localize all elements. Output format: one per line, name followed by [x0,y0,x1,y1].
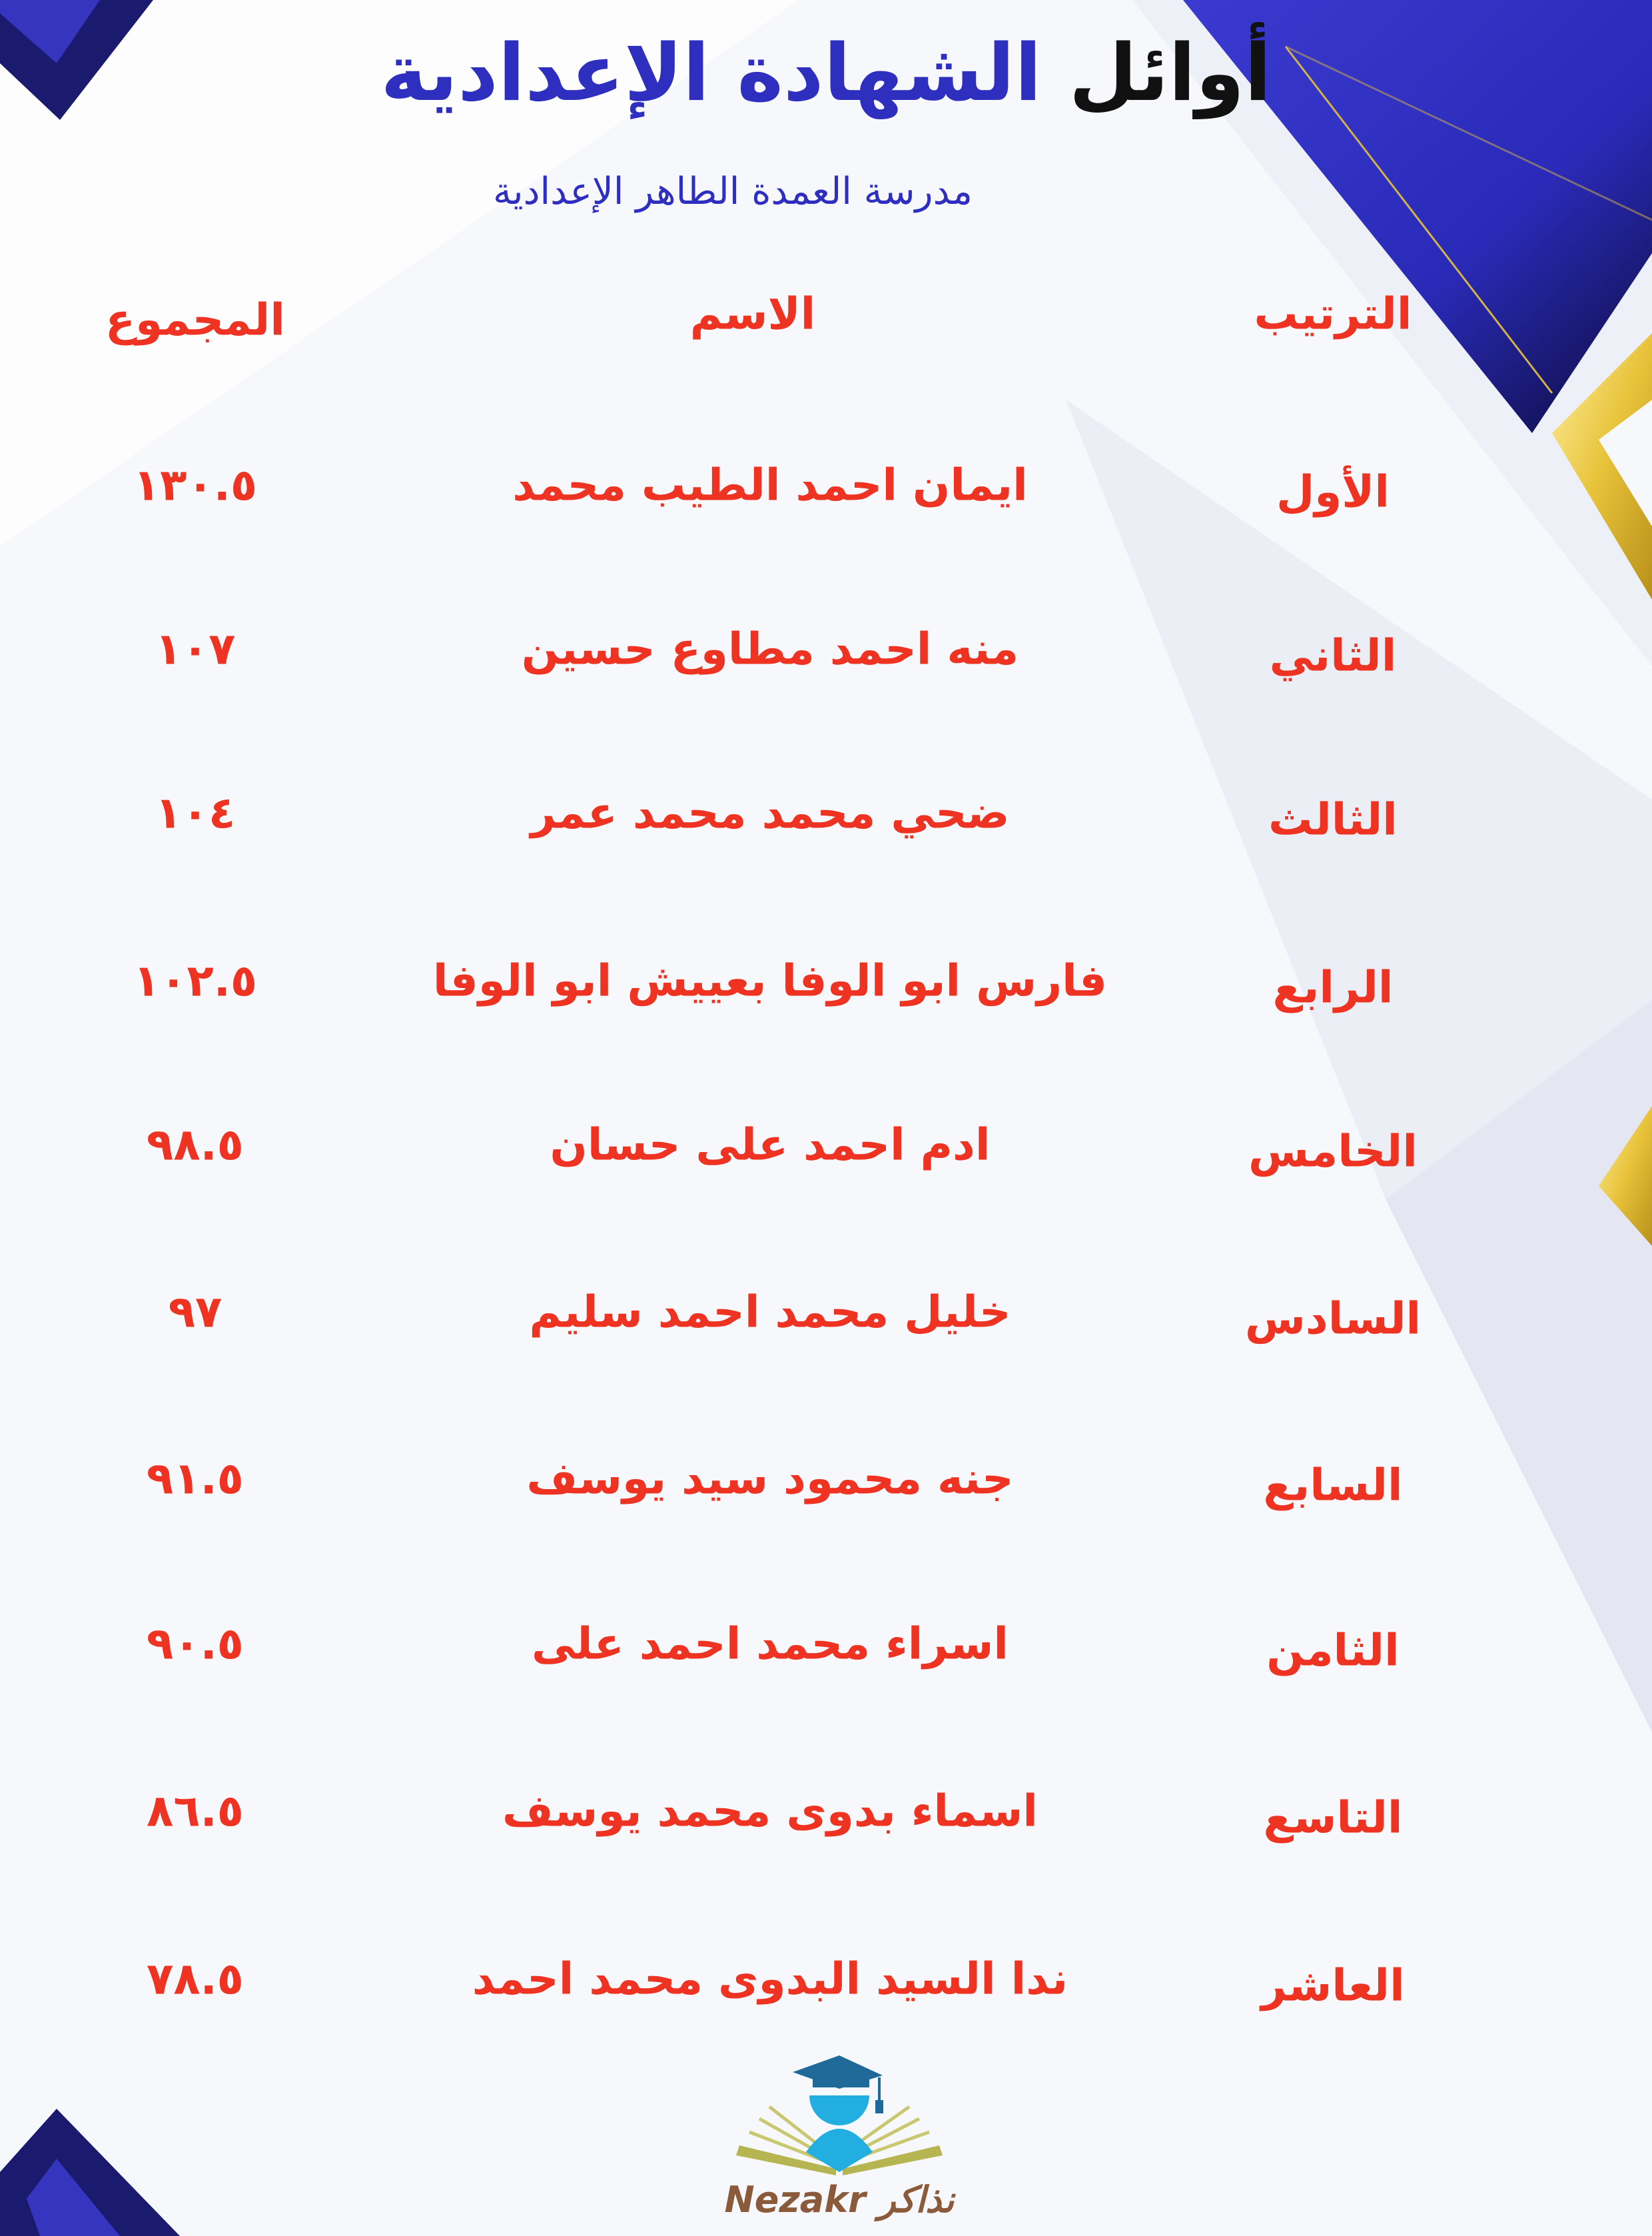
rank-cell: الرابع [1272,961,1394,1013]
total-cell: ١٠٢.٥ [133,955,258,1007]
rank-cell: التاسع [1263,1792,1403,1844]
rank-cell: العاشر [1261,1959,1405,2011]
rank-cell: الأول [1276,466,1390,518]
page-title: أوائل الشهادة الإعدادية [0,27,1652,119]
graduate-book-icon [736,2055,943,2175]
rank-cell: الخامس [1248,1125,1418,1177]
total-cell: ١٠٤ [155,787,236,839]
total-cell: ٨٦.٥ [147,1785,244,1837]
name-cell: ادم احمد على حسان [550,1119,991,1171]
name-cell: منه احمد مطاوع حسين [521,623,1019,675]
name-cell: ايمان احمد الطيب محمد [512,459,1028,511]
name-cell: ضحي محمد محمد عمر [530,787,1010,839]
name-cell: خليل محمد احمد سليم [529,1286,1011,1338]
column-header-name: الاسم [689,288,816,340]
total-cell: ٩٨.٥ [147,1119,244,1171]
rank-cell: السادس [1244,1293,1422,1345]
total-cell: ٩١.٥ [147,1452,244,1504]
rank-cell: السابع [1263,1459,1403,1511]
name-cell: جنه محمود سيد يوسف [526,1452,1014,1504]
column-header-rank: الترتيب [1254,288,1412,340]
name-cell: فارس ابو الوفا بعييش ابو الوفا [432,955,1108,1007]
title-part-2: الشهادة الإعدادية [380,27,1042,119]
total-cell: ١٣٠.٥ [133,459,258,511]
total-cell: ٩٠.٥ [147,1618,244,1670]
name-cell: اسراء محمد احمد على [531,1618,1009,1670]
school-name: مدرسة العمدة الطاهر الإعدادية [493,170,973,213]
rank-cell: الثالث [1268,794,1398,845]
name-cell: ندا السيد البدوى محمد احمد [472,1953,1068,2005]
total-cell: ١٠٧ [155,623,236,675]
total-cell: ٩٧ [168,1286,222,1338]
nezakr-logo: Nezakr نذاكر [719,2045,959,2225]
logo-text: Nezakr نذاكر [724,2179,955,2221]
rank-cell: الثاني [1269,630,1397,682]
title-part-1: أوائل [1068,27,1272,119]
name-cell: اسماء بدوى محمد يوسف [502,1785,1038,1837]
rank-cell: الثامن [1266,1624,1400,1676]
total-cell: ٧٨.٥ [147,1953,244,2005]
column-header-total: المجموع [105,294,285,346]
